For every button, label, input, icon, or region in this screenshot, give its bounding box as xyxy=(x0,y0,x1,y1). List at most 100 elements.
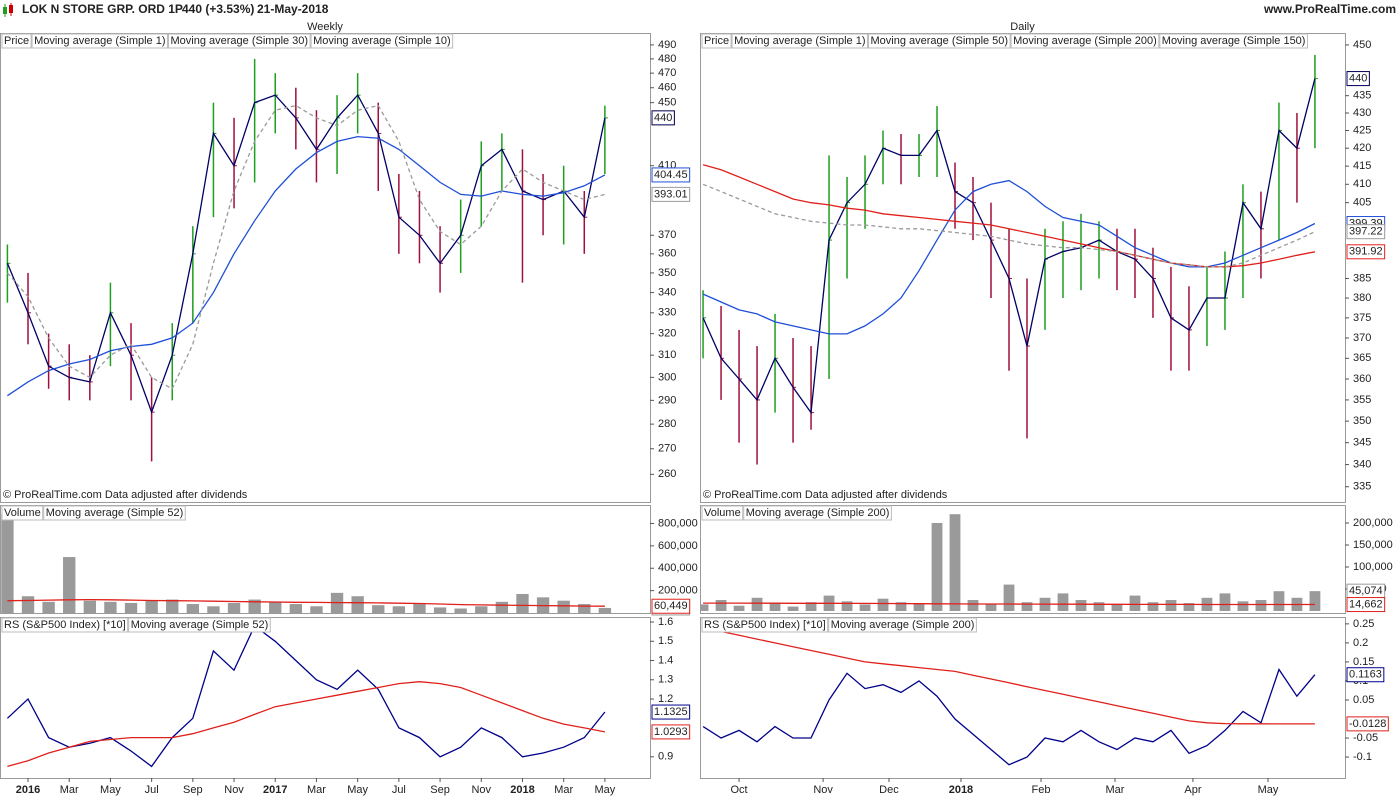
value-tag xyxy=(651,598,691,614)
y-tick-label: 260 xyxy=(658,468,676,480)
legend-box xyxy=(310,33,454,49)
volume-bar xyxy=(475,606,488,613)
y-tick-label: 365 xyxy=(1353,352,1371,364)
volume-bar xyxy=(841,601,853,612)
y-tick-label: 420 xyxy=(1353,142,1371,154)
instrument-title: LOK N STORE GRP. ORD 1P xyxy=(22,2,183,16)
x-tick-label: 2017 xyxy=(263,784,287,796)
y-tick-label: -0.05 xyxy=(1353,732,1378,744)
y-tick-label: 1.6 xyxy=(658,616,673,628)
legend-label: Moving average (Simple 1) xyxy=(734,35,865,47)
y-tick-label: 600,000 xyxy=(658,540,698,552)
value-tag-label: 393.01 xyxy=(654,188,688,200)
series-line xyxy=(7,135,606,397)
y-tick-label: 300 xyxy=(658,371,676,383)
y-tick-label: 460 xyxy=(658,82,676,94)
y-tick-label: 150,000 xyxy=(1353,539,1393,551)
y-tick-label: 280 xyxy=(658,418,676,430)
volume-bar xyxy=(913,603,925,612)
y-tick-label: 425 xyxy=(1353,124,1371,136)
y-tick-label: 200,000 xyxy=(658,585,698,597)
x-tick-label: Oct xyxy=(730,784,747,796)
volume-bar xyxy=(557,600,570,613)
x-tick-label: 2016 xyxy=(16,784,40,796)
volume-bar xyxy=(859,604,871,612)
y-tick-label: 0.2 xyxy=(1353,637,1368,649)
y-tick-label: 380 xyxy=(1353,292,1371,304)
y-tick-label: 1.4 xyxy=(658,654,673,666)
y-tick-label: 0.25 xyxy=(1353,618,1374,630)
y-tick-label: 0.9 xyxy=(658,751,673,763)
legend-label: Moving average (Simple 52) xyxy=(46,507,184,519)
volume-bar xyxy=(166,599,179,613)
volume-bar xyxy=(877,598,889,612)
volume-bar xyxy=(931,522,943,612)
series-line xyxy=(702,668,1316,766)
plot-area xyxy=(1,514,612,613)
value-tag-label: 391.92 xyxy=(1349,246,1383,258)
x-tick-label: Sep xyxy=(430,784,450,796)
volume-bar xyxy=(733,605,745,612)
series-line xyxy=(702,179,1316,335)
plot-area xyxy=(702,627,1316,766)
volume-bar xyxy=(433,607,447,613)
x-tick-label: Nov xyxy=(813,784,833,796)
legend-box xyxy=(31,33,169,49)
y-tick-label: 385 xyxy=(1353,272,1371,284)
y-tick-label: 435 xyxy=(1353,90,1371,102)
series-line xyxy=(6,104,606,390)
legend-label: RS (S&P500 Index) [*10] xyxy=(704,619,826,631)
y-tick-label: 360 xyxy=(1353,373,1371,385)
legend-label: Volume xyxy=(4,507,41,519)
value-tag xyxy=(651,186,691,202)
y-tick-label: 400,000 xyxy=(658,562,698,574)
legend-label: Moving average (Simple 150) xyxy=(1162,35,1306,47)
y-tick-label: 360 xyxy=(658,248,676,260)
y-tick-label: 450 xyxy=(658,97,676,109)
volume-bar xyxy=(186,604,200,613)
volume-bar xyxy=(269,601,282,613)
volume-bar xyxy=(1021,602,1033,612)
volume-bar xyxy=(985,604,997,612)
volume-bar xyxy=(124,602,138,613)
volume-bar xyxy=(104,601,117,613)
date: 21-May-2018 xyxy=(257,2,329,16)
x-tick-label: May xyxy=(1258,784,1279,796)
legend-box xyxy=(868,33,1011,49)
panel-title: Daily xyxy=(1010,21,1035,33)
y-tick-label: 1.3 xyxy=(658,674,673,686)
volume-bar xyxy=(495,601,509,613)
value-tag xyxy=(1346,667,1385,683)
legend-box xyxy=(1010,33,1160,49)
legend-box xyxy=(168,33,311,49)
legend-label: Moving average (Simple 30) xyxy=(171,35,309,47)
site: www.ProRealTime.com xyxy=(1263,2,1396,16)
volume-bar xyxy=(516,593,529,613)
value-tag xyxy=(651,167,691,183)
y-tick-label: 310 xyxy=(658,349,676,361)
x-tick-label: Jul xyxy=(145,784,159,796)
panel xyxy=(0,33,651,503)
value-tag-label: 60,449 xyxy=(654,600,688,612)
value-tag-label: -0.0128 xyxy=(1349,718,1386,730)
y-tick-label: 200,000 xyxy=(1353,517,1393,529)
volume-bar xyxy=(578,604,591,613)
panel-title: Weekly xyxy=(307,21,343,33)
y-tick-label: 340 xyxy=(658,286,676,298)
legend-label: Moving average (Simple 200) xyxy=(746,507,890,519)
x-tick-label: Nov xyxy=(224,784,244,796)
panel xyxy=(700,33,1346,503)
plot-area xyxy=(700,514,1321,612)
volume-bar xyxy=(21,596,35,613)
volume-bar xyxy=(1075,599,1087,612)
y-tick-label: 370 xyxy=(1353,332,1371,344)
volume-bar xyxy=(310,606,323,613)
legend-box xyxy=(43,505,186,521)
volume-bar xyxy=(1129,595,1141,612)
panel-note: © ProRealTime.com Data adjusted after di… xyxy=(3,489,248,501)
series-line xyxy=(702,183,1316,268)
legend-label: Moving average (Simple 200) xyxy=(831,619,975,631)
x-tick-label: May xyxy=(594,784,615,796)
x-tick-label: May xyxy=(347,784,368,796)
y-tick-label: 1.5 xyxy=(658,635,673,647)
